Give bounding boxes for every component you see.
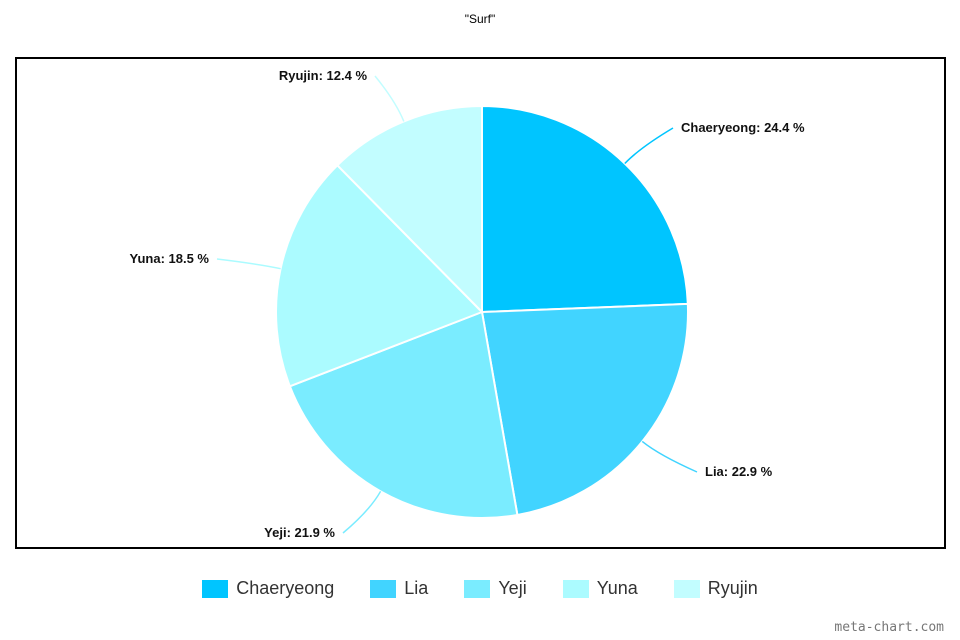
watermark: meta-chart.com: [834, 620, 944, 635]
slice-label-chaeryeong: Chaeryeong: 24.4 %: [681, 120, 805, 135]
legend-item-ryujin[interactable]: Ryujin: [673, 578, 758, 599]
pie-slice-yuna[interactable]: [275, 163, 484, 388]
legend-label: Yuna: [596, 578, 638, 598]
legend-item-lia[interactable]: Lia: [370, 578, 428, 599]
slice-label-lia: Lia: 22.9 %: [705, 464, 773, 479]
slice-label-ryujin: Ryujin: 12.4 %: [279, 68, 368, 83]
leader-line: [342, 490, 382, 534]
leader-line: [641, 440, 698, 473]
plot-area: Chaeryeong: 24.4 % Lia: 22.9 % Yeji: 21.9 …: [15, 57, 946, 549]
leader-line: [374, 75, 405, 122]
legend-item-yeji[interactable]: Yeji: [464, 578, 527, 599]
legend-item-yuna[interactable]: Yuna: [562, 578, 638, 599]
legend-label: Chaeryeong: [236, 578, 335, 598]
chart-title: "Surf": [464, 12, 496, 26]
legend-label: Yeji: [498, 578, 527, 598]
legend-swatch: [673, 579, 700, 598]
pie-slice-chaeryeong[interactable]: [481, 104, 689, 314]
legend-swatch: [464, 579, 491, 598]
leader-line: [216, 258, 281, 270]
pie-chart: Chaeryeong: 24.4 % Lia: 22.9 % Yeji: 21.9 …: [130, 68, 805, 540]
slice-label-yeji: Yeji: 21.9 %: [264, 525, 335, 540]
pie-slice-lia[interactable]: [480, 302, 689, 517]
legend-swatch: [202, 579, 229, 598]
slice-label-yuna: Yuna: 18.5 %: [130, 251, 210, 266]
legend-item-chaeryeong[interactable]: Chaeryeong: [202, 578, 334, 599]
leader-line: [624, 127, 674, 165]
legend-swatch: [562, 579, 589, 598]
legend-label: Lia: [404, 578, 429, 598]
legend-label: Ryujin: [707, 578, 758, 598]
legend: Chaeryeong Lia Yeji Yuna Ryujin: [0, 578, 960, 599]
legend-swatch: [370, 579, 397, 598]
